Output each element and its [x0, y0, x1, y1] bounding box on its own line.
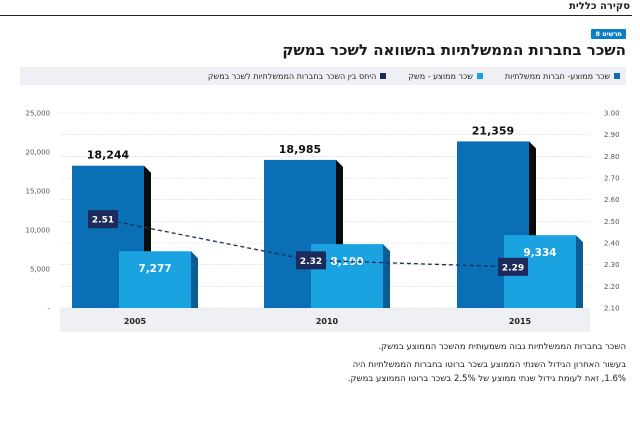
- bar-economy-side: [576, 235, 583, 308]
- right-tick-label: 2.50: [604, 218, 620, 226]
- right-tick-label: 2.90: [604, 131, 620, 139]
- right-tick-label: 2.40: [604, 240, 620, 248]
- right-tick-label: 2.10: [604, 305, 620, 313]
- bar-gov-label: 18,985: [279, 143, 321, 156]
- right-tick-label: 2.60: [604, 196, 620, 204]
- ratio-label: 2.32: [300, 257, 322, 267]
- left-tick-label: 20,000: [26, 149, 51, 157]
- right-tick-label: 2.70: [604, 175, 620, 183]
- legend-item-ratio: היחס בין השכר בחברות הממשלתיות לשכר במשק: [208, 72, 387, 81]
- ratio-marker: [498, 257, 528, 276]
- page-header: סקירה כללית: [0, 0, 640, 16]
- category-band: [60, 308, 590, 332]
- note-line-1: השכר בחברות הממשלתיות גבוה משמעותית מהשכ…: [378, 342, 626, 352]
- right-tick-label: 2.30: [604, 261, 620, 269]
- ratio-marker: [88, 210, 118, 229]
- left-tick-label: -: [47, 305, 50, 313]
- legend-label-ratio: היחס בין השכר בחברות הממשלתיות לשכר במשק: [207, 71, 377, 81]
- bar-gov-label: 18,244: [87, 149, 130, 162]
- legend-swatch-gov: [614, 73, 620, 79]
- category-label: 2015: [509, 317, 532, 326]
- left-tick-label: 15,000: [26, 188, 51, 196]
- right-tick-label: 2.80: [604, 153, 620, 161]
- legend-swatch-economy: [476, 73, 483, 79]
- bar-economy-side: [191, 251, 198, 308]
- chart: - 5,000 10,000 15,000 20,000 25,000 2.10 2.20 2.…: [26, 110, 620, 332]
- legend: שכר ממוצע- חברות ממשלתיות שכר ממוצע - מש…: [20, 67, 626, 85]
- left-tick-label: 5,000: [30, 266, 50, 274]
- category-label: 2005: [124, 317, 147, 326]
- bar-gov-label: 21,359: [472, 124, 514, 137]
- note-line-2: בעשור האחרון הגידול השנתי הממוצע בשכר בר…: [352, 360, 626, 370]
- legend-swatch-ratio: [380, 73, 387, 79]
- legend-label-gov: שכר ממוצע- חברות ממשלתיות: [504, 71, 610, 81]
- figure-badge: תרשים 8: [591, 29, 626, 39]
- legend-label-economy: שכר ממוצע - משק: [408, 71, 473, 81]
- note-line-3: 1.6%, זאת לעומת גידול שנתי ממוצע של 2.5%…: [347, 374, 626, 384]
- bar-economy: [119, 251, 191, 308]
- legend-item-economy: שכר ממוצע - משק: [408, 72, 483, 81]
- right-tick-label: 2.20: [604, 283, 620, 291]
- chart-title: השכר בחברות הממשלתיות בהשוואה לשכר במשק: [282, 41, 626, 59]
- section-title: סקירה כללית: [568, 1, 630, 12]
- header-rule: [0, 15, 632, 16]
- ratio-marker: [296, 251, 326, 270]
- category-label: 2010: [316, 317, 339, 326]
- bar-economy-label: 7,277: [138, 263, 171, 275]
- right-tick-label: 3.00: [604, 110, 620, 118]
- ratio-label: 2.29: [502, 263, 524, 273]
- legend-item-gov: שכר ממוצע- חברות ממשלתיות: [505, 72, 620, 81]
- notes: השכר בחברות הממשלתיות גבוה משמעותית מהשכ…: [26, 340, 626, 386]
- left-tick-label: 25,000: [26, 110, 51, 118]
- left-tick-label: 10,000: [26, 227, 51, 235]
- bar-economy-side: [383, 244, 390, 308]
- ratio-label: 2.51: [92, 216, 114, 226]
- bar-economy-label: 9,334: [523, 247, 556, 259]
